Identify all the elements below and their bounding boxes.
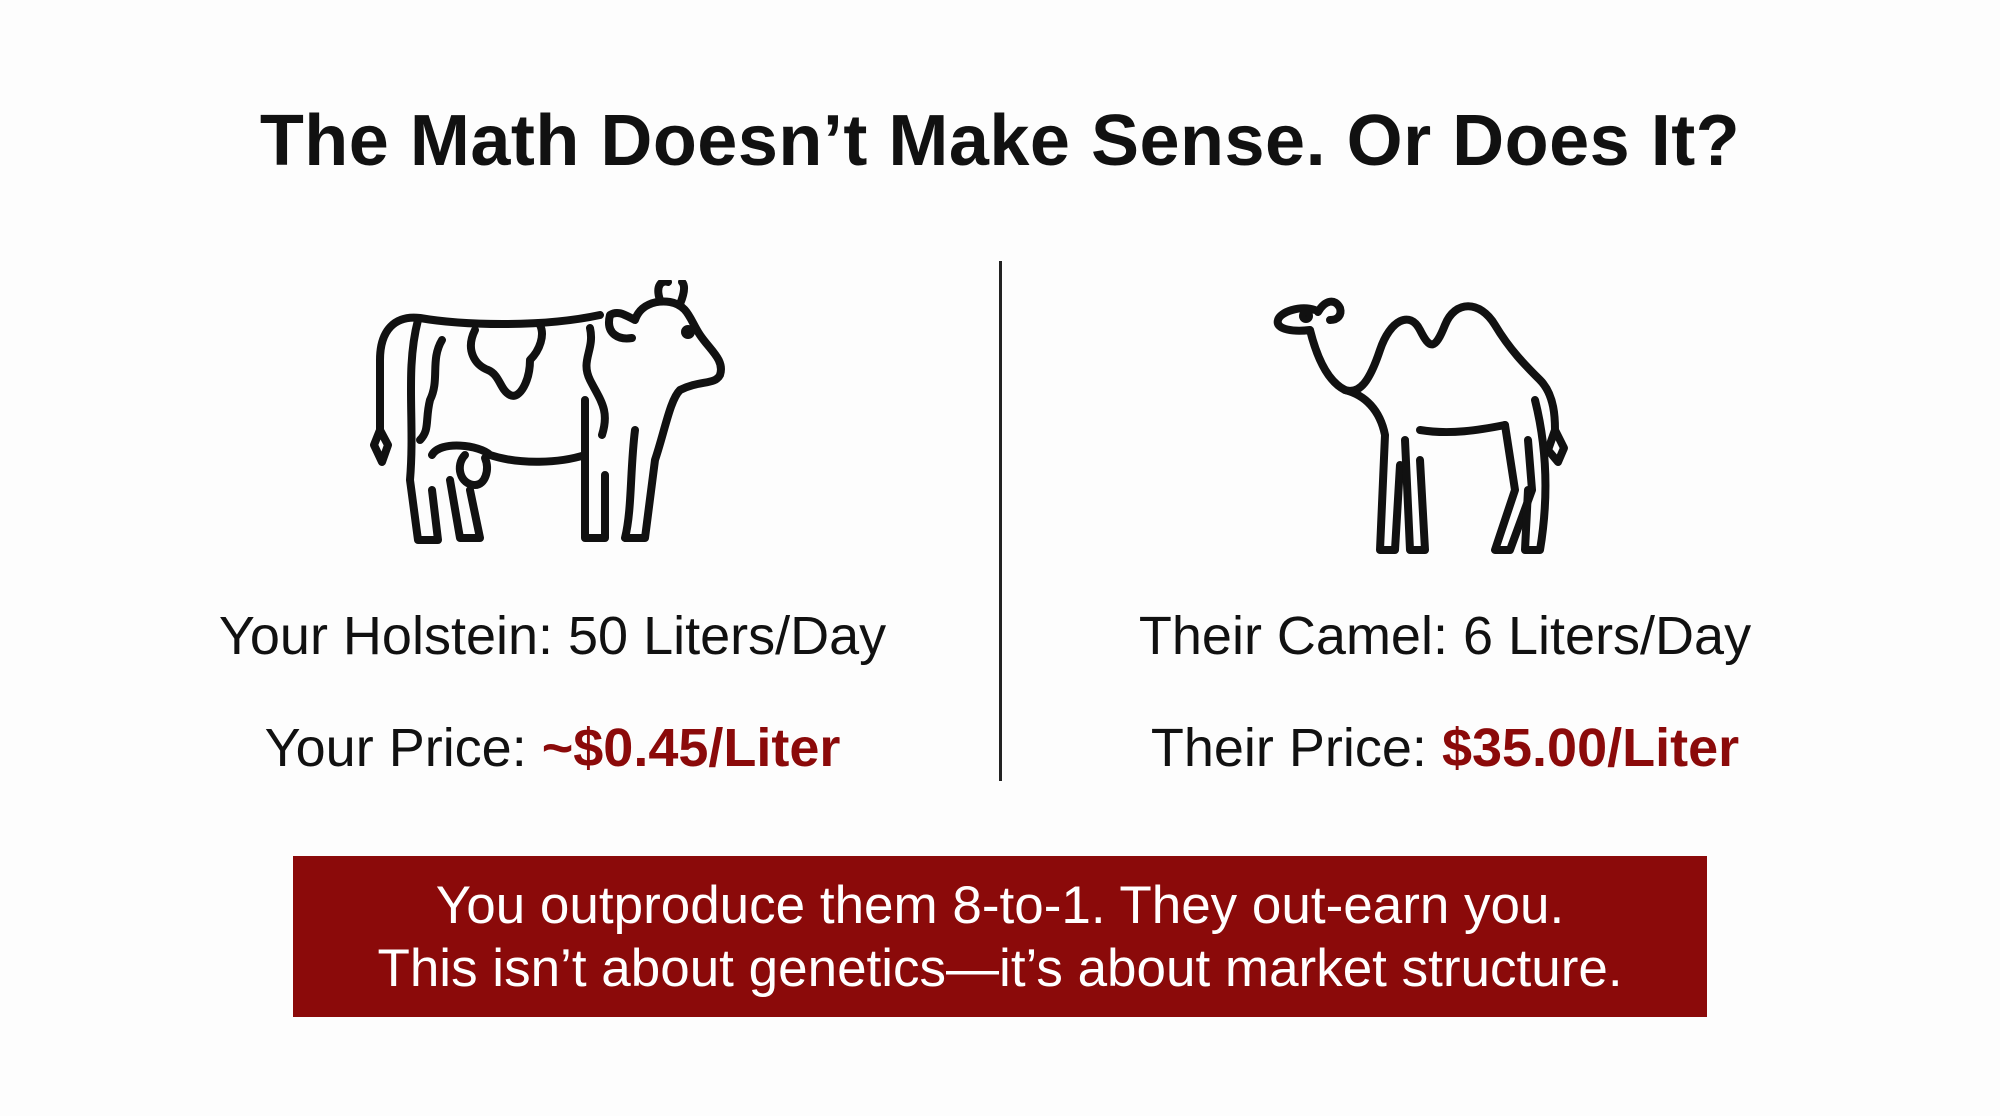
price-label: Their Price: [1150,718,1442,778]
slide-title: The Math Doesn’t Make Sense. Or Does It? [259,101,1741,181]
price-value: ~$0.45/Liter [541,718,841,778]
cow-icon [370,280,725,544]
camel-price: Their Price: $35.00/Liter [1000,717,1890,779]
camel-production: Their Camel: 6 Liters/Day [1138,606,1752,666]
conclusion-banner: You outproduce them 8-to-1. They out-ear… [293,856,1707,1017]
holstein-production: Your Holstein: 50 Liters/Day [218,606,887,666]
camel-icon [1273,297,1568,554]
column-divider [999,261,1002,781]
banner-line-2: This isn’t about genetics—it’s about mar… [377,938,1623,998]
price-value: $35.00/Liter [1441,718,1740,778]
banner-line-1: You outproduce them 8-to-1. They out-ear… [435,875,1565,935]
price-label: Your Price: [264,718,542,778]
holstein-price: Your Price: ~$0.45/Liter [100,717,1005,779]
